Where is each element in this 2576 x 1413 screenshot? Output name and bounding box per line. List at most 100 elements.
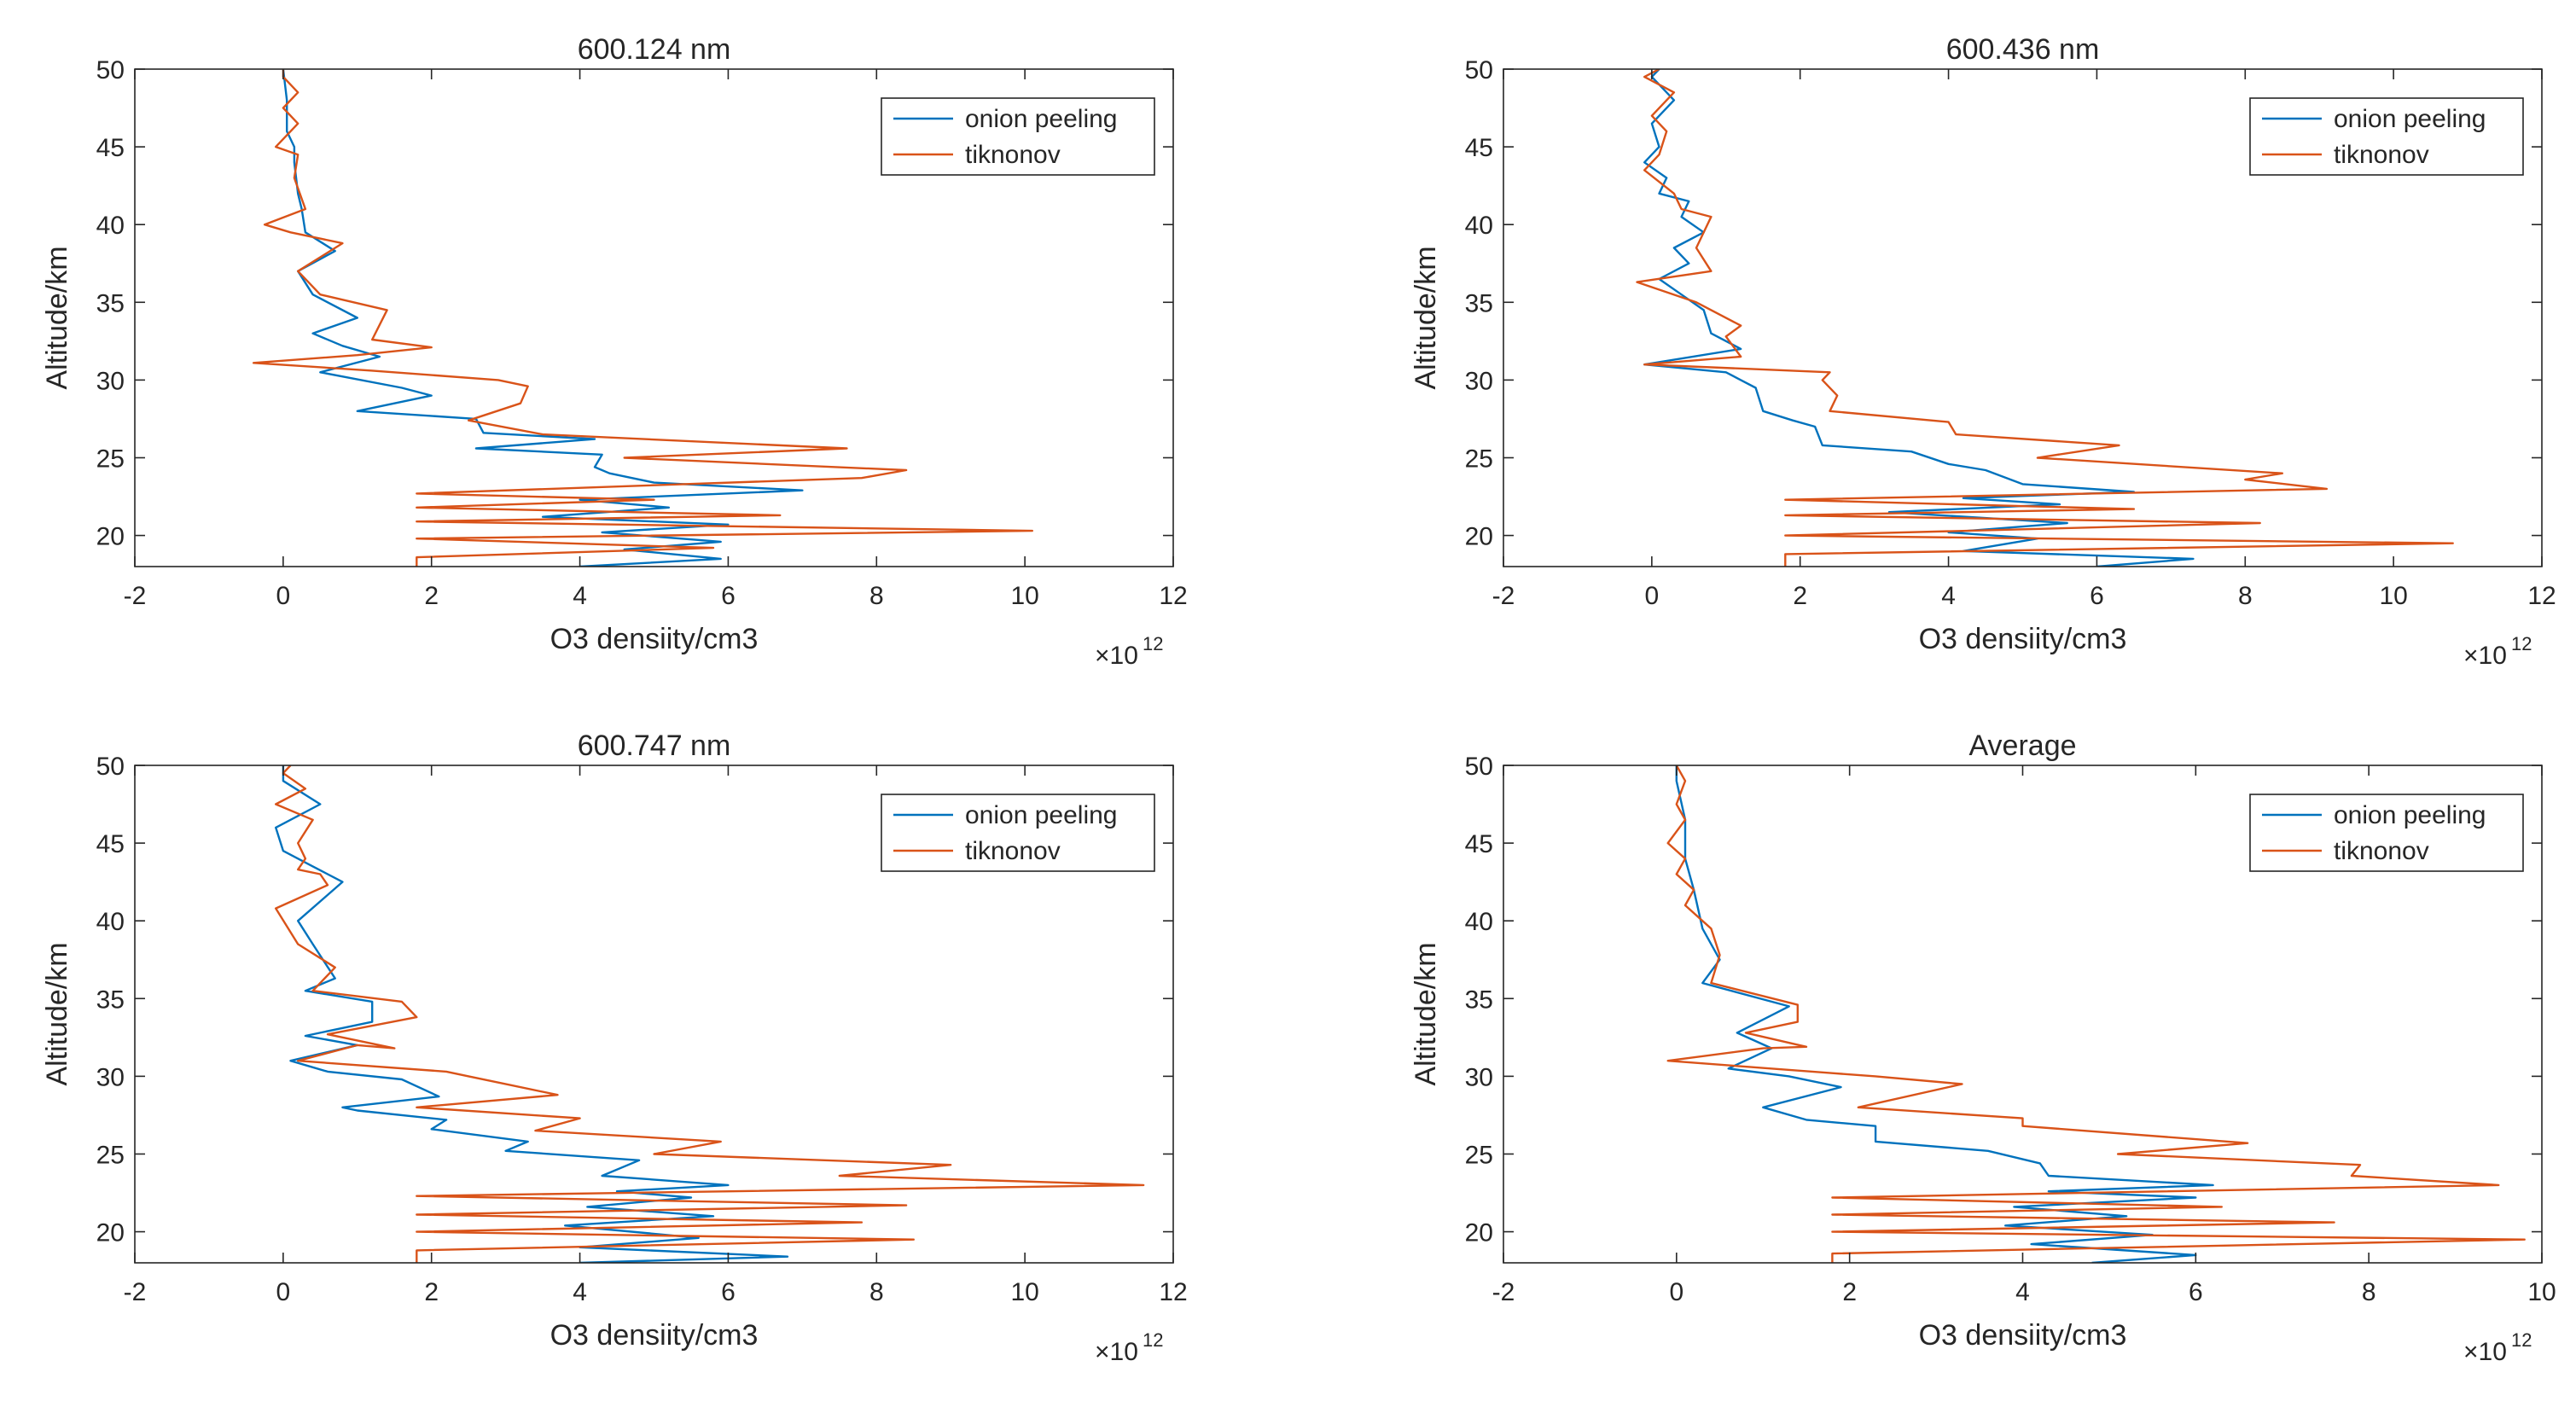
chart-2-xtick-label: 2 [1793, 582, 1807, 610]
chart-4-xtick-label: 4 [2015, 1278, 2030, 1306]
chart-3-ylabel: Altitude/km [41, 942, 73, 1085]
chart-2-ytick-label: 30 [1465, 367, 1493, 395]
chart-4-series-onion-peeling [1675, 765, 2214, 1263]
chart-2-axes-box [1503, 68, 2543, 567]
chart-4-xtick-label: 10 [2527, 1278, 2556, 1306]
chart-3-legend-box [881, 794, 1155, 872]
chart-2-title: 600.436 nm [1946, 33, 2100, 66]
chart-2-x-multiplier: ×10 [2463, 642, 2507, 670]
chart-3-xtick-label: 8 [869, 1278, 884, 1306]
chart-1-xtick-label: 6 [721, 582, 736, 610]
chart-3-xtick-label: 2 [424, 1278, 439, 1306]
chart-2-legend-label: onion peeling [2334, 105, 2486, 133]
chart-2-ytick-label: 45 [1465, 134, 1493, 162]
chart-4-xtick-label: 8 [2362, 1278, 2376, 1306]
chart-3-legend-label: tiknonov [965, 837, 1061, 865]
chart-1-series-tiknonov [252, 69, 1033, 567]
chart-1-x-multiplier: ×10 [1095, 642, 1138, 670]
chart-4-legend: onion peeling tiknonov [2249, 794, 2524, 872]
chart-4-legend-label: tiknonov [2334, 837, 2429, 865]
chart-4-ytick-label: 50 [1465, 753, 1493, 781]
chart-2: -2 0 2 4 6 8 10 12 20 25 30 35 40 45 50 600.436 nm O3 de… [1410, 33, 2556, 670]
chart-3-xtick-label: 10 [1010, 1278, 1038, 1306]
chart-4-title: Average [1968, 730, 2076, 762]
chart-2-legend: onion peeling tiknonov [2249, 97, 2524, 176]
chart-3-ytick-label: 25 [96, 1141, 125, 1169]
chart-3-ytick-label: 40 [96, 908, 125, 936]
chart-4-ytick-label: 35 [1465, 986, 1493, 1014]
chart-4-x-multiplier-exponent: 12 [2511, 1329, 2532, 1351]
chart-1-xtick-label: 8 [869, 582, 884, 610]
chart-2-series-tiknonov [1636, 69, 2454, 567]
chart-3-ytick-label: 20 [96, 1219, 125, 1247]
chart-3-legend-label: onion peeling [965, 801, 1118, 829]
chart-4-legend-box [2249, 794, 2524, 872]
chart-4-ylabel: Altitude/km [1410, 942, 1442, 1085]
chart-1-ytick-label: 45 [96, 134, 125, 162]
chart-1-legend-label: tiknonov [965, 141, 1061, 169]
chart-2-xtick-label: 10 [2379, 582, 2407, 610]
chart-2-ytick-label: 25 [1465, 445, 1493, 473]
chart-2-ylabel: Altitude/km [1410, 246, 1442, 389]
chart-3-series-onion-peeling [275, 765, 789, 1263]
chart-1-ytick-label: 25 [96, 445, 125, 473]
chart-3-xlabel: O3 densiity/cm3 [550, 1319, 759, 1352]
chart-1-title: 600.124 nm [578, 33, 731, 66]
chart-2-legend-box [2249, 97, 2524, 176]
chart-2-xtick-label: 4 [1941, 582, 1956, 610]
chart-1-legend-label: onion peeling [965, 105, 1118, 133]
chart-2-xtick-label: -2 [1492, 582, 1515, 610]
chart-1-axes-box [134, 68, 1174, 567]
chart-1-legend-box [881, 97, 1155, 176]
chart-3-xtick-label: 6 [721, 1278, 736, 1306]
chart-3-xtick-label: 0 [276, 1278, 291, 1306]
chart-4-ytick-label: 30 [1465, 1063, 1493, 1091]
chart-2-xtick-label: 8 [2238, 582, 2253, 610]
chart-2-ytick-label: 40 [1465, 212, 1493, 240]
chart-3-legend: onion peeling tiknonov [881, 794, 1155, 872]
chart-3-xtick-label: 12 [1159, 1278, 1187, 1306]
chart-3-ytick-label: 50 [96, 753, 125, 781]
chart-1-series-onion-peeling [282, 69, 804, 567]
chart-1: -2 0 2 4 6 8 10 12 20 25 30 35 40 45 50 600.124 nm O3 de… [41, 33, 1188, 670]
chart-3-xtick-label: 4 [573, 1278, 587, 1306]
chart-1-ytick-label: 40 [96, 212, 125, 240]
chart-2-x-multiplier-exponent: 12 [2511, 633, 2532, 654]
chart-3-axes-box [134, 765, 1174, 1264]
chart-1-legend: onion peeling tiknonov [881, 97, 1155, 176]
chart-3-xtick-label: -2 [124, 1278, 147, 1306]
chart-3-series-tiknonov [275, 765, 1145, 1263]
chart-4-ytick-label: 40 [1465, 908, 1493, 936]
chart-1-ytick-label: 35 [96, 289, 125, 317]
chart-3-ytick-label: 30 [96, 1063, 125, 1091]
chart-2-ytick-label: 50 [1465, 56, 1493, 84]
chart-4-x-multiplier: ×10 [2463, 1338, 2507, 1366]
chart-1-ytick-label: 20 [96, 523, 125, 551]
chart-3-title: 600.747 nm [578, 730, 731, 762]
chart-3-ytick-label: 35 [96, 986, 125, 1014]
chart-4-xtick-label: 2 [1842, 1278, 1857, 1306]
chart-2-ytick-label: 35 [1465, 289, 1493, 317]
chart-4-xtick-label: 6 [2189, 1278, 2203, 1306]
chart-4-ytick-label: 45 [1465, 830, 1493, 858]
chart-4-legend-label: onion peeling [2334, 801, 2486, 829]
chart-1-ytick-label: 50 [96, 56, 125, 84]
chart-1-x-multiplier-exponent: 12 [1143, 633, 1163, 654]
chart-4-xlabel: O3 densiity/cm3 [1919, 1319, 2127, 1352]
chart-1-xtick-label: -2 [124, 582, 147, 610]
chart-4-xtick-label: 0 [1669, 1278, 1683, 1306]
chart-1-xlabel: O3 densiity/cm3 [550, 623, 759, 655]
chart-1-xtick-label: 12 [1159, 582, 1187, 610]
chart-1-xtick-label: 2 [424, 582, 439, 610]
chart-4-ytick-label: 20 [1465, 1219, 1493, 1247]
chart-4-ytick-label: 25 [1465, 1141, 1493, 1169]
chart-4-xtick-label: -2 [1492, 1278, 1515, 1306]
chart-1-ylabel: Altitude/km [41, 246, 73, 389]
chart-4-series-tiknonov [1666, 765, 2526, 1263]
chart-2-xtick-label: 12 [2527, 582, 2556, 610]
chart-3-ytick-label: 45 [96, 830, 125, 858]
chart-2-xtick-label: 0 [1645, 582, 1660, 610]
chart-1-ytick-label: 30 [96, 367, 125, 395]
